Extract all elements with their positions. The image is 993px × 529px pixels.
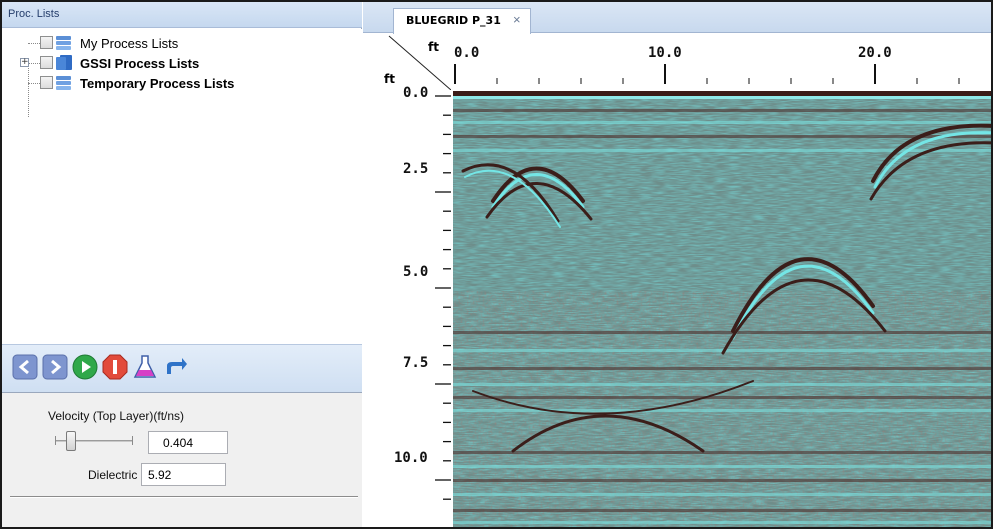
x-axis-ticks bbox=[454, 64, 960, 84]
x-tick-label: 20.0 bbox=[858, 45, 892, 61]
y-tick-label: 5.0 bbox=[403, 264, 429, 280]
reflection-band bbox=[453, 451, 991, 454]
tree-checkbox[interactable] bbox=[40, 76, 53, 89]
tree-connector bbox=[28, 65, 29, 117]
velocity-properties: Velocity (Top Layer)(ft/ns) 0.404 Dielec… bbox=[2, 392, 362, 527]
radargram-plot bbox=[453, 91, 991, 527]
tree-item-my-process-lists[interactable]: My Process Lists bbox=[2, 33, 342, 53]
forward-arrow-icon[interactable] bbox=[42, 354, 68, 380]
tab-bluegrid-p31[interactable]: BLUEGRID P_31 × bbox=[393, 8, 531, 34]
reflection-band bbox=[453, 409, 991, 412]
database-stack-icon bbox=[56, 55, 72, 70]
tree-item-label: GSSI Process Lists bbox=[80, 56, 200, 71]
y-unit-label: ft bbox=[384, 72, 395, 86]
reflection-band bbox=[453, 367, 991, 370]
reflection-band bbox=[453, 349, 991, 352]
y-tick-label: 10.0 bbox=[394, 450, 428, 466]
corner-diagonal bbox=[388, 35, 451, 90]
process-lists-panel: Proc. Lists My Process Lists + bbox=[2, 2, 362, 527]
velocity-input[interactable]: 0.404 bbox=[148, 431, 228, 454]
play-icon[interactable] bbox=[72, 354, 98, 380]
tab-strip: BLUEGRID P_31 × bbox=[363, 2, 991, 34]
back-arrow-icon[interactable] bbox=[12, 354, 38, 380]
expand-plus-icon[interactable]: + bbox=[20, 57, 29, 67]
dielectric-input[interactable]: 5.92 bbox=[141, 463, 226, 486]
velocity-slider-thumb[interactable] bbox=[66, 431, 76, 451]
tree-item-label: Temporary Process Lists bbox=[80, 76, 235, 91]
axis-corner: ft ft bbox=[371, 34, 451, 90]
reflection-band bbox=[453, 149, 991, 152]
radargram-image[interactable] bbox=[453, 91, 991, 527]
database-icon bbox=[56, 36, 71, 50]
tree-checkbox[interactable] bbox=[40, 56, 53, 69]
flask-icon[interactable] bbox=[132, 354, 158, 380]
tree-checkbox[interactable] bbox=[40, 36, 53, 49]
velocity-label: Velocity (Top Layer)(ft/ns) bbox=[48, 409, 185, 423]
stop-icon[interactable] bbox=[102, 354, 128, 380]
reflection-band bbox=[453, 396, 991, 399]
panel-header: Proc. Lists bbox=[2, 2, 362, 28]
divider bbox=[10, 496, 358, 498]
x-axis-ruler: 0.0 10.0 20.0 bbox=[452, 34, 991, 92]
tree-item-gssi-process-lists[interactable]: + GSSI Process Lists bbox=[2, 53, 342, 73]
reflection-band bbox=[453, 493, 991, 496]
radargram-view: BLUEGRID P_31 × ft ft 0.0 10.0 20.0 0.0 … bbox=[363, 2, 991, 527]
velocity-slider-track[interactable] bbox=[56, 440, 132, 442]
panel-title: Proc. Lists bbox=[8, 8, 60, 20]
database-icon bbox=[56, 76, 71, 90]
reflection-band bbox=[453, 109, 991, 112]
y-tick-label: 0.0 bbox=[403, 85, 429, 101]
reflection-band bbox=[453, 465, 991, 468]
reflection-band bbox=[453, 479, 991, 482]
y-axis-ticks bbox=[435, 95, 451, 500]
undo-icon[interactable] bbox=[162, 354, 188, 380]
process-tree: My Process Lists + GSSI Process Lists bbox=[2, 29, 362, 344]
process-toolbar bbox=[2, 344, 362, 392]
close-icon[interactable]: × bbox=[513, 12, 521, 27]
y-tick-label: 2.5 bbox=[403, 161, 429, 177]
y-tick-label: 7.5 bbox=[403, 355, 429, 371]
x-tick-label: 0.0 bbox=[454, 45, 480, 61]
dielectric-label: Dielectric bbox=[88, 468, 138, 482]
reflection-band bbox=[453, 383, 991, 386]
reflection-band bbox=[453, 331, 991, 334]
tree-item-temporary-process-lists[interactable]: Temporary Process Lists bbox=[2, 73, 342, 93]
x-unit-label: ft bbox=[428, 40, 439, 54]
reflection-band bbox=[453, 121, 991, 124]
reflection-band bbox=[453, 509, 991, 512]
y-axis-ruler: 0.0 2.5 5.0 7.5 10.0 bbox=[371, 85, 453, 527]
tab-label: BLUEGRID P_31 bbox=[406, 14, 501, 27]
x-tick-label: 10.0 bbox=[648, 45, 682, 61]
tree-item-label: My Process Lists bbox=[80, 36, 179, 51]
reflection-band bbox=[453, 135, 991, 138]
reflection-band bbox=[453, 521, 991, 524]
